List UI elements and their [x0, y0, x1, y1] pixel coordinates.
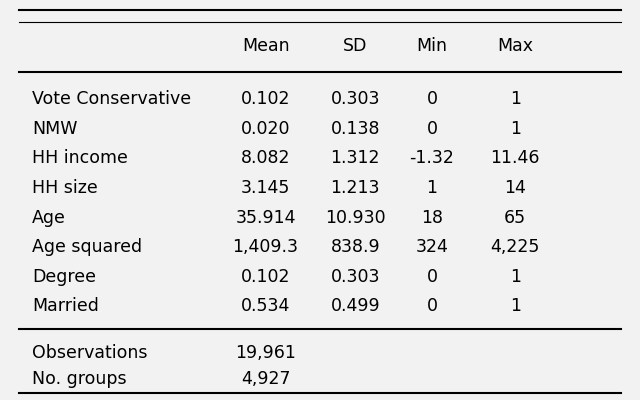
Text: 838.9: 838.9 [330, 238, 380, 256]
Text: Vote Conservative: Vote Conservative [32, 90, 191, 108]
Text: Degree: Degree [32, 268, 96, 286]
Text: 8.082: 8.082 [241, 150, 291, 167]
Text: Mean: Mean [242, 37, 289, 55]
Text: 0: 0 [426, 268, 438, 286]
Text: -1.32: -1.32 [410, 150, 454, 167]
Text: 0: 0 [426, 90, 438, 108]
Text: 4,225: 4,225 [490, 238, 540, 256]
Text: 0.138: 0.138 [330, 120, 380, 138]
Text: Age squared: Age squared [32, 238, 142, 256]
Text: 1: 1 [426, 179, 438, 197]
Text: 1: 1 [509, 268, 521, 286]
Text: 0.303: 0.303 [330, 90, 380, 108]
Text: Age: Age [32, 209, 66, 226]
Text: 35.914: 35.914 [236, 209, 296, 226]
Text: 10.930: 10.930 [325, 209, 385, 226]
Text: Married: Married [32, 298, 99, 315]
Text: 1.213: 1.213 [330, 179, 380, 197]
Text: 19,961: 19,961 [235, 344, 296, 362]
Text: 3.145: 3.145 [241, 179, 291, 197]
Text: 1,409.3: 1,409.3 [232, 238, 299, 256]
Text: 0.499: 0.499 [330, 298, 380, 315]
Text: 65: 65 [504, 209, 526, 226]
Text: 0.534: 0.534 [241, 298, 291, 315]
Text: 4,927: 4,927 [241, 370, 291, 388]
Text: 324: 324 [415, 238, 449, 256]
Text: NMW: NMW [32, 120, 77, 138]
Text: HH size: HH size [32, 179, 98, 197]
Text: 1: 1 [509, 120, 521, 138]
Text: 1: 1 [509, 90, 521, 108]
Text: HH income: HH income [32, 150, 128, 167]
Text: 18: 18 [421, 209, 443, 226]
Text: 0: 0 [426, 120, 438, 138]
Text: Max: Max [497, 37, 533, 55]
Text: Min: Min [417, 37, 447, 55]
Text: No. groups: No. groups [32, 370, 127, 388]
Text: 1.312: 1.312 [330, 150, 380, 167]
Text: 14: 14 [504, 179, 526, 197]
Text: 11.46: 11.46 [490, 150, 540, 167]
Text: 0.102: 0.102 [241, 90, 291, 108]
Text: 0: 0 [426, 298, 438, 315]
Text: 0.303: 0.303 [330, 268, 380, 286]
Text: 0.020: 0.020 [241, 120, 291, 138]
Text: 1: 1 [509, 298, 521, 315]
Text: Observations: Observations [32, 344, 147, 362]
Text: 0.102: 0.102 [241, 268, 291, 286]
Text: SD: SD [343, 37, 367, 55]
